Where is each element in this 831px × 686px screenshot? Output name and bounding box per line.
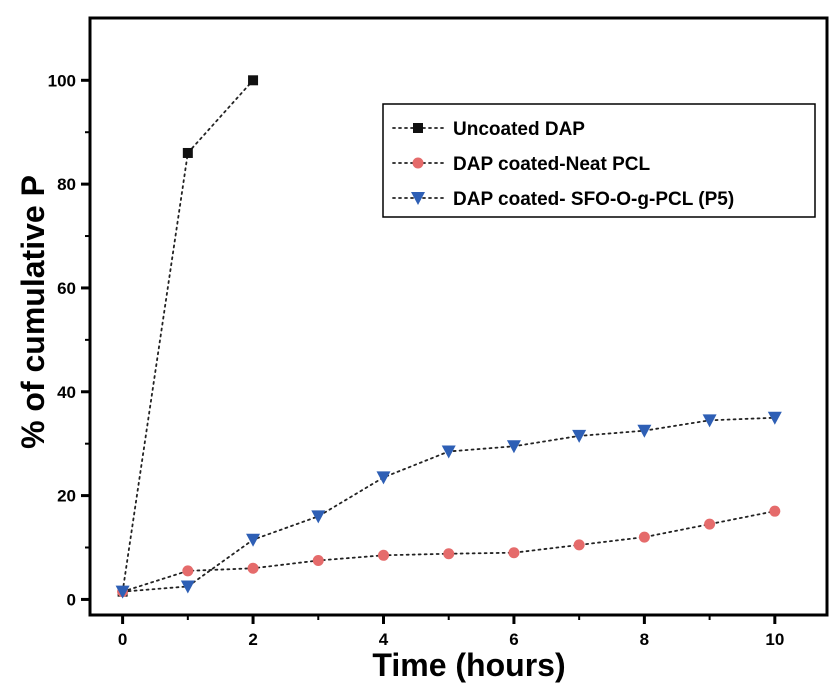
x-tick-label: 8	[640, 630, 649, 649]
data-point	[441, 445, 456, 459]
series-1	[117, 75, 259, 597]
x-tick-label: 10	[765, 630, 784, 649]
data-point	[704, 518, 716, 530]
plot-frame	[88, 16, 829, 617]
y-axis-title: % of cumulative P	[15, 175, 51, 449]
data-point	[312, 554, 324, 566]
legend-item: DAP coated- SFO-O-g-PCL (P5)	[392, 189, 734, 210]
data-point	[508, 547, 520, 559]
y-tick-label: 0	[67, 590, 76, 609]
series-line	[121, 416, 776, 593]
x-tick-label: 2	[248, 630, 257, 649]
legend-item: DAP coated-Neat PCL	[392, 154, 650, 175]
legend-label: DAP coated-Neat PCL	[453, 154, 650, 175]
data-point	[377, 549, 389, 561]
y-tick-label: 80	[57, 175, 76, 194]
series-2	[117, 505, 781, 598]
legend-item: Uncoated DAP	[392, 119, 585, 140]
data-point	[506, 440, 521, 454]
data-point	[572, 429, 587, 443]
series-layer	[115, 75, 782, 599]
y-tick-label: 20	[57, 487, 76, 506]
data-point	[182, 147, 193, 158]
x-tick-label: 4	[379, 630, 389, 649]
legend-marker	[412, 157, 424, 169]
data-point	[638, 531, 650, 543]
data-point	[573, 539, 585, 551]
data-point	[443, 548, 455, 560]
data-point	[182, 565, 194, 577]
y-axis-ticks: 0 20 40 60 80 100	[48, 71, 90, 609]
legend-label: DAP coated- SFO-O-g-PCL (P5)	[453, 189, 734, 210]
data-point	[769, 505, 781, 517]
data-point	[767, 411, 782, 425]
legend: Uncoated DAP DAP coated-Neat PCL DAP coate…	[382, 103, 816, 218]
x-tick-label: 6	[509, 630, 518, 649]
data-point	[248, 75, 259, 86]
y-tick-label: 60	[57, 279, 76, 298]
legend-label: Uncoated DAP	[453, 119, 585, 140]
y-tick-label: 40	[57, 383, 76, 402]
legend-marker	[413, 123, 423, 133]
series-3	[115, 411, 782, 599]
data-point	[311, 510, 326, 524]
legend-marker	[411, 192, 425, 205]
data-point	[247, 562, 259, 574]
legend-box	[382, 103, 816, 218]
data-point	[637, 424, 652, 438]
data-point	[376, 471, 391, 485]
data-point	[702, 414, 717, 428]
data-point	[180, 580, 195, 594]
x-axis-ticks: 0 2 4 6 8 10	[118, 615, 784, 649]
x-axis-title: Time (hours)	[372, 647, 565, 683]
plot-border	[88, 16, 829, 617]
x-tick-label: 0	[118, 630, 127, 649]
y-tick-label: 100	[48, 71, 76, 90]
data-point	[115, 585, 130, 599]
data-point	[246, 533, 261, 547]
